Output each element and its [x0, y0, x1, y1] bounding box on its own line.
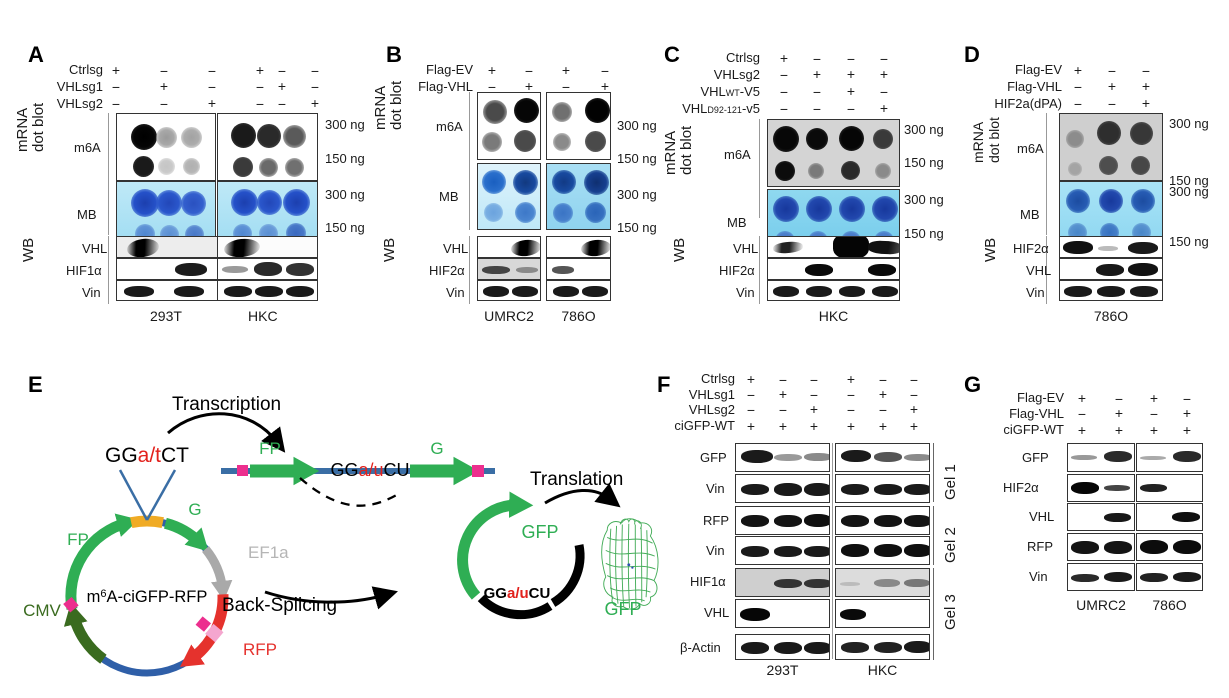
svg-text:Translation: Translation — [530, 469, 623, 490]
svg-text:GGa/uCU: GGa/uCU — [330, 460, 409, 480]
svg-text:Back-Splicing: Back-Splicing — [222, 595, 337, 616]
svg-text:RFP: RFP — [243, 640, 277, 659]
svg-text:GGa/uCU: GGa/uCU — [484, 585, 551, 602]
svg-text:CMV: CMV — [23, 601, 61, 620]
svg-text:GFP: GFP — [604, 599, 641, 619]
svg-text:G: G — [188, 500, 201, 519]
svg-text:FP: FP — [67, 530, 89, 549]
svg-text:m6A-ciGFP-RFP: m6A-ciGFP-RFP — [87, 588, 208, 606]
svg-text:EF1a: EF1a — [248, 543, 289, 562]
svg-text:FP: FP — [259, 439, 281, 458]
svg-text:GGa/tCT: GGa/tCT — [105, 444, 189, 467]
svg-text:GFP: GFP — [521, 522, 558, 542]
svg-text:Transcription: Transcription — [172, 395, 281, 415]
svg-text:G: G — [430, 439, 443, 458]
